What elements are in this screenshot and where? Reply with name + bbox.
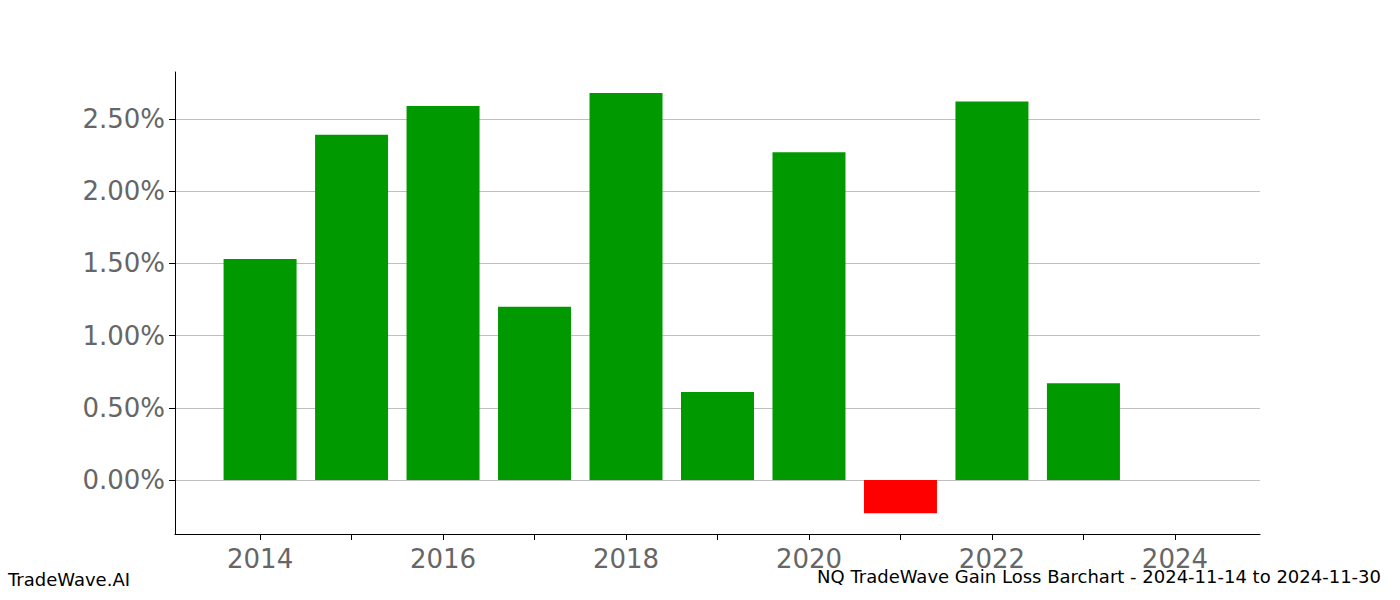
svg-text:2.50%: 2.50% — [82, 104, 165, 134]
svg-text:2020: 2020 — [775, 544, 843, 574]
svg-text:2.00%: 2.00% — [82, 176, 165, 206]
svg-text:2016: 2016 — [410, 544, 476, 574]
svg-text:1.00%: 1.00% — [82, 321, 165, 351]
svg-text:2018: 2018 — [593, 544, 659, 574]
svg-text:TradeWave.AI: TradeWave.AI — [7, 569, 130, 590]
svg-text:2024: 2024 — [1141, 544, 1208, 574]
svg-text:2022: 2022 — [958, 544, 1025, 574]
svg-text:1.50%: 1.50% — [82, 248, 165, 278]
svg-text:0.50%: 0.50% — [82, 393, 165, 423]
svg-text:0.00%: 0.00% — [82, 465, 165, 495]
svg-text:2014: 2014 — [227, 544, 293, 574]
svg-text:NQ TradeWave Gain Loss Barchar: NQ TradeWave Gain Loss Barchart - 2024-1… — [817, 566, 1381, 587]
